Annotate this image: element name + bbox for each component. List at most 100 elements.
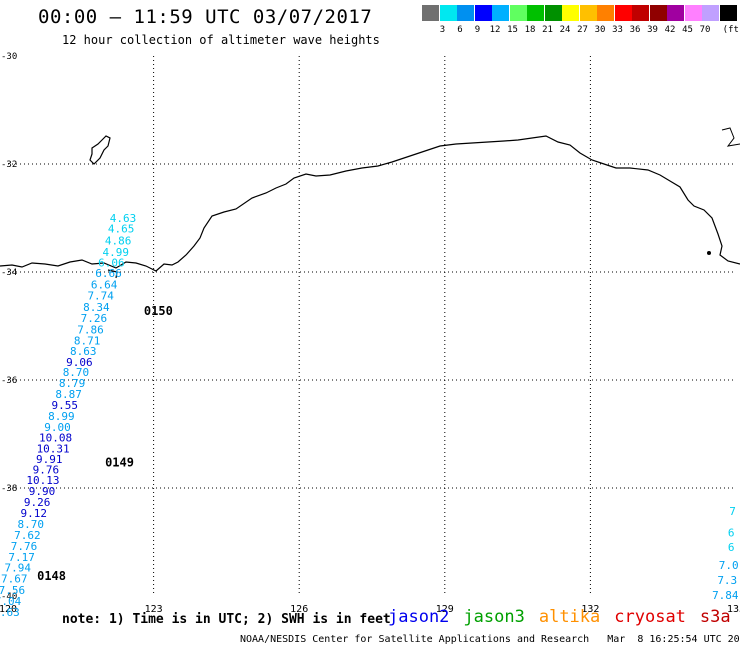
lat-tick-label: -40 (1, 592, 17, 602)
satellite-key: jason2 jason3 altika cryosat s3a (388, 607, 740, 627)
wave-height-value: 4.63 (110, 212, 137, 225)
wave-height-value: 9.06 (66, 356, 93, 369)
legend-swatch (439, 5, 457, 21)
wave-height-value: 7.62 (14, 529, 41, 542)
credit-line: NOAA/NESDIS Center for Satellite Applica… (240, 634, 740, 645)
lat-tick-label: -34 (1, 268, 17, 278)
lon-tick-label: 123 (145, 604, 163, 615)
legend-tick: 12 (489, 25, 501, 35)
lon-tick-label: 135 (727, 604, 740, 615)
lon-tick-label: 126 (290, 604, 308, 615)
wave-height-value: 9.26 (24, 496, 51, 509)
wave-height-value: 7.94 (4, 562, 31, 575)
kangaroo-island (89, 135, 111, 165)
page-subtitle: 12 hour collection of altimeter wave hei… (62, 33, 380, 47)
legend-tick: 36 (629, 25, 641, 35)
wave-height-value: 7.26 (81, 312, 108, 325)
wave-height-value: 8.70 (63, 366, 90, 379)
legend-tick: 6 (457, 25, 463, 35)
legend-tick: 21 (542, 25, 553, 35)
wave-height-value: 9.90 (29, 485, 56, 498)
legend-swatch (649, 5, 667, 21)
footer-note: note: 1) Time is in UTC; 2) SWH is in fe… (62, 612, 391, 627)
wave-height-value: 7.17 (8, 551, 35, 564)
wave-height-value: 7.3 (717, 574, 737, 587)
islet (707, 251, 711, 255)
lat-tick-label: -38 (1, 484, 17, 494)
legend-tick: 42 (664, 25, 676, 35)
legend-tick: 39 (647, 25, 658, 35)
legend-swatch (422, 5, 439, 21)
legend-tick: 3 (439, 25, 446, 35)
lat-tick-label: -36 (1, 376, 17, 386)
legend-swatch (544, 5, 562, 21)
legend-swatch (667, 5, 684, 21)
satellite-jason3: jason3 (463, 607, 525, 627)
legend-swatch (702, 5, 719, 21)
pass-time-label: 0149 (105, 455, 134, 469)
wave-height-value: 7.0 (719, 559, 739, 572)
wave-height-value: 6 (728, 541, 735, 554)
legend-tick: 24 (559, 25, 571, 35)
wave-height-value: 8.99 (48, 410, 75, 423)
lat-tick-label: -30 (1, 52, 17, 62)
wave-height-value: 7.74 (87, 290, 114, 303)
wave-height-value: 10.13 (26, 474, 59, 487)
lon-tick-label: 132 (581, 604, 599, 615)
legend-tick: 18 (524, 25, 536, 35)
legend-swatch (632, 5, 649, 21)
wave-height-value: 6.66 (95, 267, 122, 280)
legend-swatch (614, 5, 632, 21)
legend-swatch (719, 5, 737, 21)
legend-swatch (474, 5, 492, 21)
wave-height-value: 8.79 (59, 377, 86, 390)
wave-height-value: 8.63 (70, 345, 97, 358)
wave-height-value: 9.00 (44, 421, 71, 434)
wave-height-value: 6.64 (91, 279, 118, 292)
wave-height-value: 7.04 (0, 595, 22, 608)
inlet-left (107, 269, 118, 279)
wave-height-value: 7.76 (11, 540, 38, 553)
legend-tick: 27 (577, 25, 588, 35)
lat-tick-label: -32 (1, 160, 17, 170)
legend-tick: 9 (474, 25, 481, 35)
satellite-jason2: jason2 (388, 607, 450, 627)
legend-tick: 70 (699, 25, 711, 35)
wave-height-value: 9.55 (52, 399, 79, 412)
legend-tick: 15 (507, 25, 518, 35)
pass-time-label: 0148 (37, 569, 66, 583)
legend-swatch (597, 5, 614, 21)
lon-tick-label: 120 (0, 604, 17, 615)
legend-tick: 30 (594, 25, 606, 35)
wave-height-value: 7.84 (712, 589, 739, 602)
legend-swatch (579, 5, 597, 21)
wave-height-value: 6.63 (0, 606, 20, 619)
satellite-altika: altika (538, 607, 601, 627)
wave-height-value: 8.71 (74, 334, 101, 347)
legend-swatch (562, 5, 579, 21)
legend-swatch (457, 5, 474, 21)
wave-height-value: 10.31 (37, 442, 70, 455)
satellite-cryosat: cryosat (614, 607, 686, 627)
lon-tick-label: 129 (436, 604, 454, 615)
wave-height-value: 6 (728, 527, 735, 540)
pass-time-labels: 0150 0149 0148 (37, 304, 173, 583)
page-title: 00:00 – 11:59 UTC 03/07/2017 (38, 6, 373, 28)
wave-height-value: 6.06 (98, 257, 125, 270)
wave-height-value: 7.86 (77, 324, 104, 337)
wave-height-value: 4.99 (102, 246, 129, 259)
wave-height-value: 8.34 (83, 301, 110, 314)
wave-height-value: 7.67 (1, 573, 28, 586)
graticule: 120 123 126 129 132 135 -30 -32 -34 -36 -38 -40 (0, 52, 740, 615)
wave-height-value: 10.08 (39, 432, 72, 445)
satellite-s3a: s3a (699, 607, 731, 627)
wave-height-value: 7.56 (0, 584, 25, 597)
wave-height-value: 8.70 (18, 518, 45, 531)
wave-height-value: 4.65 (108, 223, 135, 236)
wave-height-value: 7 (729, 505, 736, 518)
legend-tick: 33 (612, 25, 623, 35)
wave-height-value: 4.86 (105, 234, 132, 247)
legend-swatch (492, 5, 509, 21)
wave-height-value: 9.91 (36, 453, 63, 466)
